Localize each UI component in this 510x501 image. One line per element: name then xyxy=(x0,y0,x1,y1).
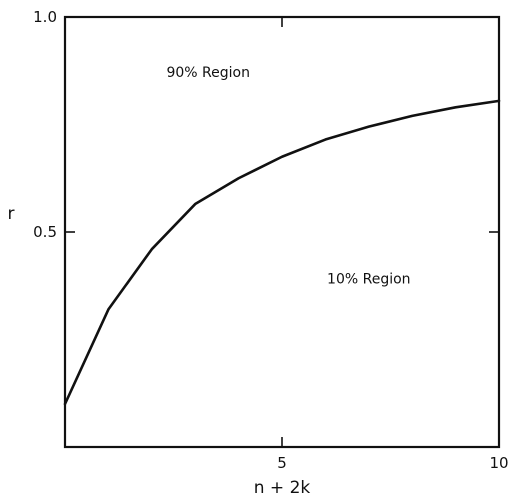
x-axis-label: n + 2k xyxy=(254,478,311,498)
tick-group xyxy=(65,16,500,447)
x-tick-label-0: 5 xyxy=(277,454,287,472)
r-curve xyxy=(63,99,501,406)
y-tick-label-1: 1.0 xyxy=(33,8,57,26)
y-tick-label-0: 0.5 xyxy=(33,223,57,241)
tick-label-group: 5 10 0.5 1.0 xyxy=(33,8,508,472)
x-tick-label-1: 10 xyxy=(489,454,508,472)
plot-frame xyxy=(63,15,501,449)
annotation-10-region: 10% Region xyxy=(327,272,411,288)
annotation-90-region: 90% Region xyxy=(166,65,250,81)
y-axis-label: r xyxy=(8,204,15,224)
